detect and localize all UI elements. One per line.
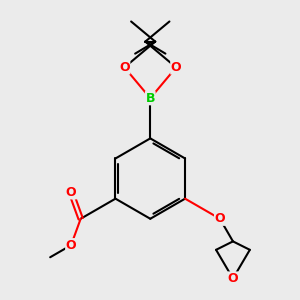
Text: O: O (66, 239, 76, 252)
Text: O: O (66, 186, 76, 199)
Text: B: B (146, 92, 155, 105)
Text: O: O (214, 212, 225, 225)
Text: O: O (171, 61, 182, 74)
Text: O: O (119, 61, 130, 74)
Text: O: O (228, 272, 238, 285)
